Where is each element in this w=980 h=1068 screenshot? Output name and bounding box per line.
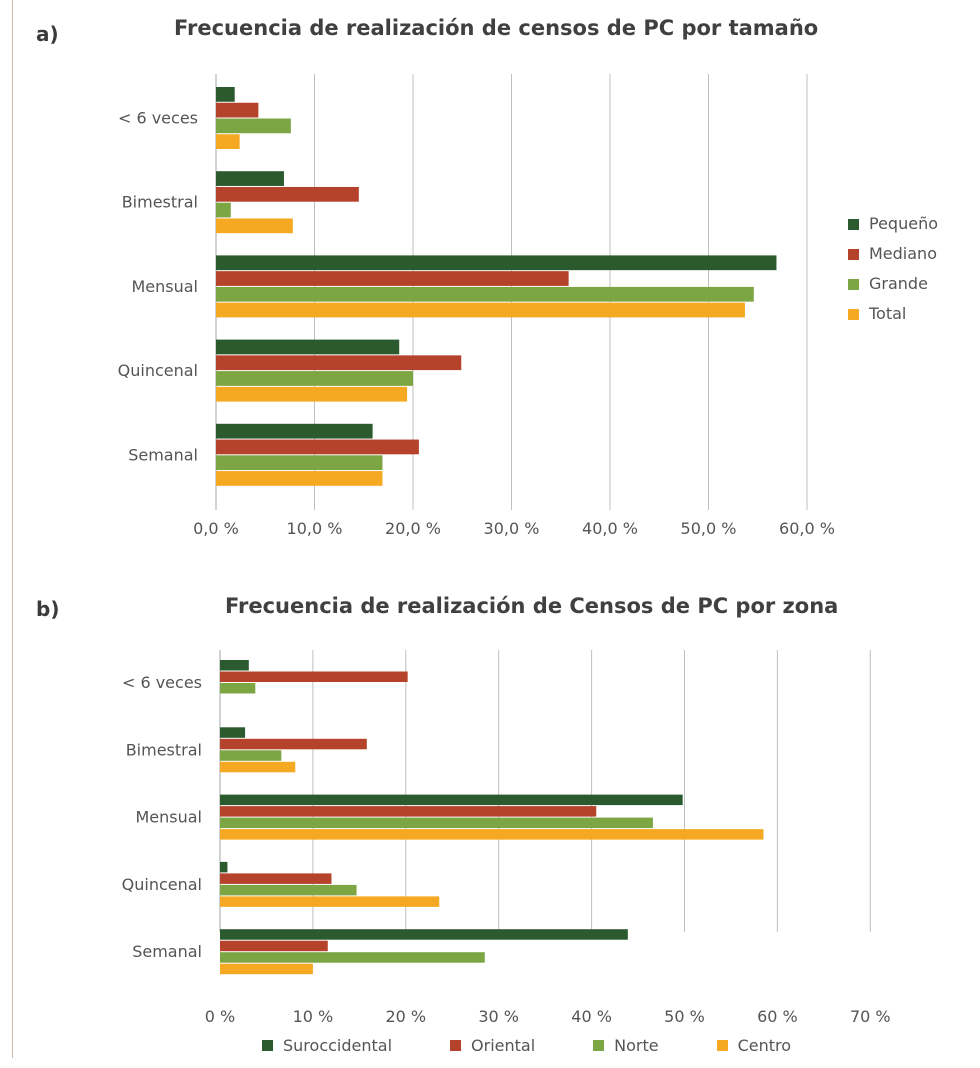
- bar-suroccidental: [220, 861, 228, 873]
- bar-pequeño: [216, 255, 777, 271]
- bar-norte: [220, 884, 357, 896]
- legend-item: Centro: [716, 1036, 792, 1055]
- category-label: Mensual: [131, 277, 198, 296]
- legend-swatch: [848, 249, 859, 260]
- bar-total: [216, 218, 293, 234]
- x-tick-label: 70 %: [850, 1007, 891, 1026]
- bar-grande: [216, 286, 754, 302]
- bar-suroccidental: [220, 660, 249, 671]
- bar-pequeño: [216, 171, 284, 186]
- x-tick-label: 40 %: [571, 1007, 612, 1026]
- bar-centro: [220, 896, 440, 907]
- bar-suroccidental: [220, 794, 683, 806]
- x-tick-label: 20,0 %: [385, 519, 441, 538]
- chart-b: 0 % 10 % 20 % 30 % 40 % 50 % 60 % 70 % < 6 veces…: [122, 650, 891, 1026]
- x-tick-label: 10,0 %: [287, 519, 343, 538]
- bar-grande: [216, 455, 383, 471]
- legend-label: Total: [868, 304, 906, 323]
- category-label: Semanal: [128, 445, 198, 464]
- chart-a-title: Frecuencia de realización de censos de P…: [174, 16, 819, 40]
- bar-mediano: [216, 355, 462, 371]
- bar-suroccidental: [220, 727, 246, 738]
- bar-grande: [216, 118, 291, 134]
- category-label: Bimestral: [126, 740, 202, 759]
- x-tick-label: 60 %: [757, 1007, 798, 1026]
- legend-label: Centro: [737, 1036, 792, 1055]
- x-tick-label: 30 %: [478, 1007, 519, 1026]
- bar-norte: [220, 750, 282, 761]
- bar-suroccidental: [220, 929, 628, 940]
- chart-b-legend: Suroccidental Oriental Norte Centro: [262, 1036, 791, 1055]
- bar-oriental: [220, 806, 597, 817]
- legend-swatch: [716, 1040, 728, 1051]
- x-tick-label: 10 %: [293, 1007, 334, 1026]
- legend-item: Suroccidental: [262, 1036, 392, 1055]
- legend-label: Suroccidental: [283, 1036, 393, 1055]
- bar-oriental: [220, 671, 408, 682]
- category-label: Mensual: [135, 808, 202, 827]
- bar-norte: [220, 952, 485, 963]
- category-label: Bimestral: [122, 193, 198, 212]
- bar-mediano: [216, 439, 419, 455]
- legend-swatch: [262, 1040, 273, 1051]
- legend-label: Mediano: [869, 244, 937, 263]
- bar-centro: [220, 963, 313, 975]
- bar-total: [216, 471, 383, 486]
- x-tick-label: 0 %: [205, 1007, 235, 1026]
- chart-a: 0,0 % 10,0 % 20,0 % 30,0 % 40,0 % 50,0 % 60,0 …: [118, 74, 938, 538]
- legend-label: Norte: [614, 1036, 659, 1055]
- category-label: Semanal: [132, 942, 202, 961]
- x-tick-label: 0,0 %: [193, 519, 239, 538]
- bar-oriental: [220, 940, 328, 952]
- x-tick-label: 40,0 %: [582, 519, 638, 538]
- bar-grande: [216, 202, 231, 218]
- x-tick-label: 50,0 %: [681, 519, 737, 538]
- x-tick-label: 50 %: [664, 1007, 705, 1026]
- bar-oriental: [220, 738, 367, 750]
- category-label: Quincenal: [122, 875, 202, 894]
- legend-label: Pequeño: [869, 214, 938, 233]
- left-margin-rule: [12, 0, 13, 1058]
- bar-grande: [216, 371, 413, 386]
- bar-pequeño: [216, 423, 373, 439]
- category-label: < 6 veces: [122, 673, 202, 692]
- bar-centro: [220, 829, 764, 840]
- panel-a-letter: a): [36, 22, 59, 46]
- panel-b-letter: b): [36, 597, 60, 621]
- legend-swatch: [848, 219, 859, 230]
- legend-label: Oriental: [471, 1036, 536, 1055]
- x-tick-label: 30,0 %: [484, 519, 540, 538]
- legend-swatch: [450, 1040, 462, 1051]
- bar-norte: [220, 683, 256, 694]
- x-tick-label: 60,0 %: [779, 519, 835, 538]
- category-label: Quincenal: [118, 361, 198, 380]
- legend-swatch: [593, 1040, 605, 1051]
- legend-label: Grande: [869, 274, 928, 293]
- bar-mediano: [216, 271, 569, 286]
- legend-swatch: [848, 279, 859, 290]
- bar-oriental: [220, 873, 332, 884]
- bar-centro: [220, 761, 296, 773]
- legend-swatch: [848, 309, 859, 320]
- bar-pequeño: [216, 339, 400, 355]
- bar-total: [216, 386, 408, 402]
- bar-total: [216, 302, 745, 318]
- legend-item: Norte: [593, 1036, 659, 1055]
- bar-mediano: [216, 102, 259, 118]
- x-tick-label: 20 %: [385, 1007, 426, 1026]
- bar-pequeño: [216, 87, 235, 102]
- category-label: < 6 veces: [118, 109, 198, 128]
- chart-b-title: Frecuencia de realización de Censos de P…: [225, 594, 839, 618]
- bar-mediano: [216, 186, 359, 202]
- legend-item: Oriental: [450, 1036, 535, 1055]
- bar-total: [216, 134, 240, 149]
- bar-norte: [220, 817, 653, 829]
